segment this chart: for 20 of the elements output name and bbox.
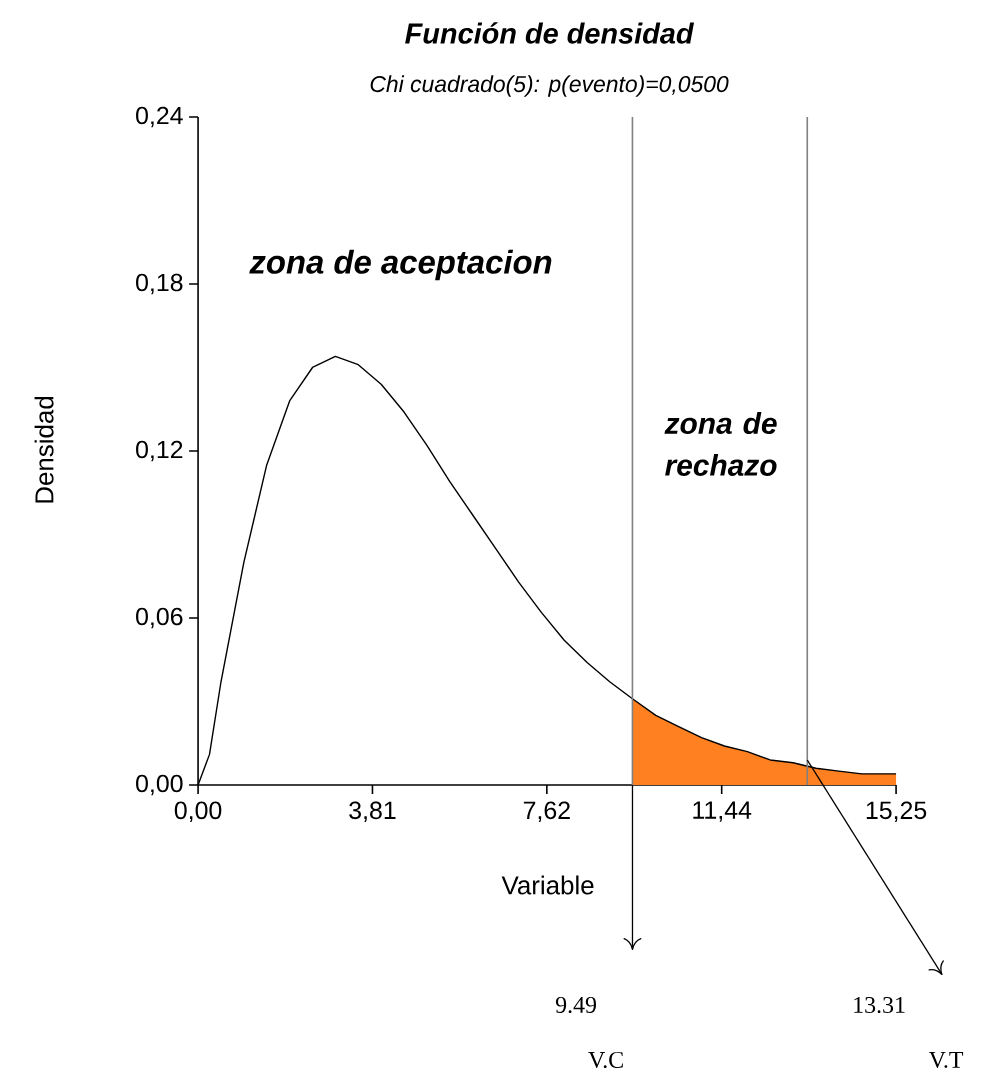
x-tick-label: 15,25 (866, 801, 927, 823)
x-tick-label: 3,81 (349, 801, 396, 823)
chart-subtitle: Chi cuadrado(5): p(evento)=0,0500 (370, 75, 729, 97)
y-axis-title: Densidad (34, 396, 54, 503)
text: 9.49 (555, 996, 596, 1014)
text: V.T (928, 1051, 964, 1068)
y-tick-label: 0,00 (136, 774, 183, 796)
text: V.C (588, 1051, 623, 1069)
y-tick-label: 0,18 (136, 273, 183, 295)
x-tick-label: 11,44 (693, 801, 752, 822)
x-axis-title: Variable (501, 875, 594, 895)
text: 13.31 (854, 996, 905, 1014)
chart-title: Función de densidad (405, 22, 695, 44)
y-tick-label: 0,24 (136, 106, 183, 128)
x-tick-label: 0,00 (174, 801, 222, 823)
y-tick-label: 0,06 (136, 607, 183, 629)
annotation: zona de aceptacion (249, 249, 552, 281)
x-tick-label: 7,62 (523, 801, 570, 823)
y-tick-label: 0,12 (136, 440, 183, 462)
annotation: zona de rechazo (664, 412, 777, 476)
